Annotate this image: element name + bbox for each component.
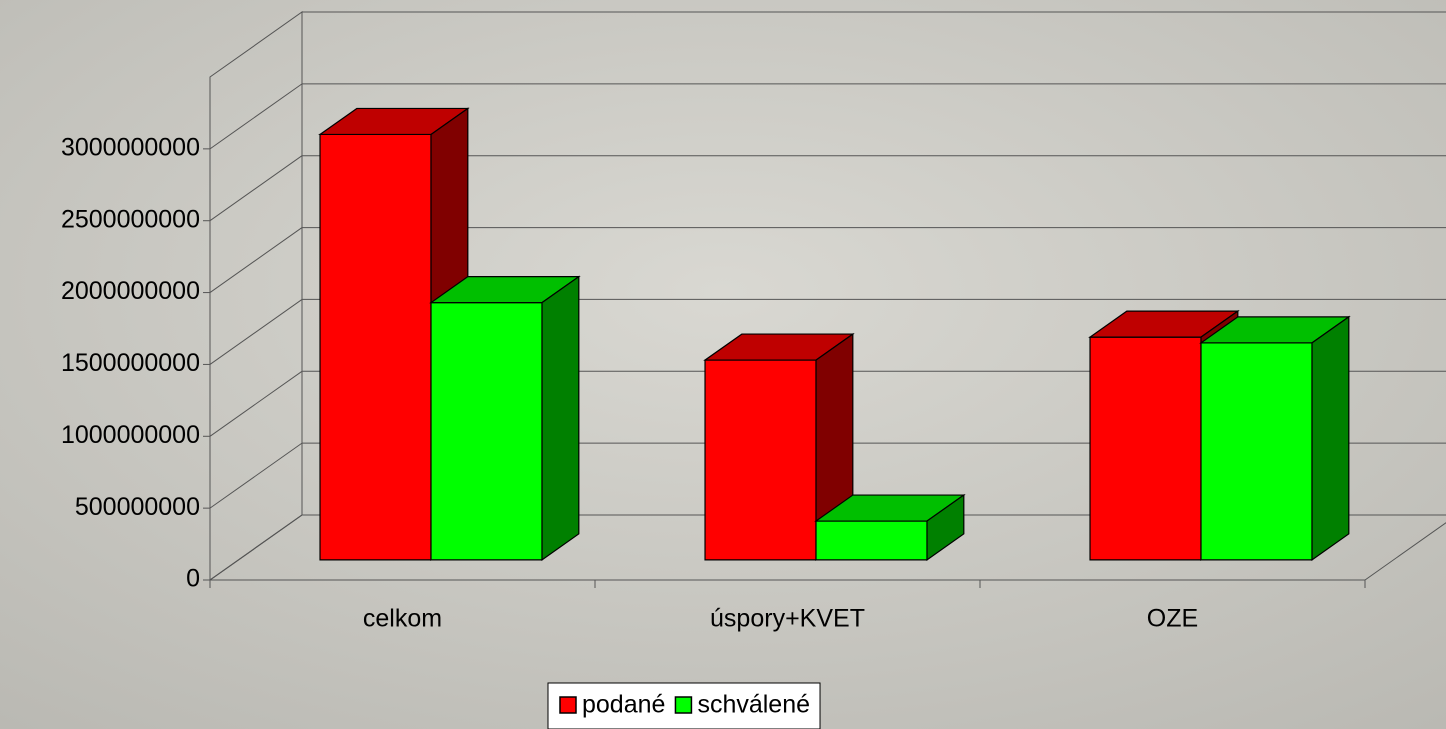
bar [1201, 317, 1349, 560]
bar-front [705, 360, 816, 560]
bar-front [1201, 343, 1312, 560]
bar-front [431, 303, 542, 560]
y-tick-label: 3000000000 [61, 133, 200, 161]
legend-label: schválené [697, 691, 810, 719]
bar-side [1312, 317, 1349, 560]
bar [431, 277, 579, 560]
y-tick-label: 2000000000 [61, 277, 200, 305]
bar [816, 495, 964, 560]
y-tick-label: 500000000 [75, 493, 200, 521]
chart: 0 500000000 1000000000 1500000000 2000000000… [0, 0, 1446, 729]
bar-front [320, 134, 431, 559]
legend-swatch [560, 697, 576, 713]
legend: podané schválené [548, 683, 820, 729]
y-tick-label: 0 [186, 565, 200, 593]
legend-label: podané [582, 691, 665, 719]
x-tick-label: celkom [363, 605, 442, 633]
legend-swatch [675, 697, 691, 713]
bar-front [1090, 337, 1201, 560]
y-tick-label: 1500000000 [61, 349, 200, 377]
bar-side [542, 277, 579, 560]
bar-front [816, 521, 927, 560]
x-tick-label: OZE [1147, 605, 1198, 633]
y-tick-label: 1000000000 [61, 421, 200, 449]
x-tick-label: úspory+KVET [710, 605, 865, 633]
y-tick-label: 2500000000 [61, 205, 200, 233]
